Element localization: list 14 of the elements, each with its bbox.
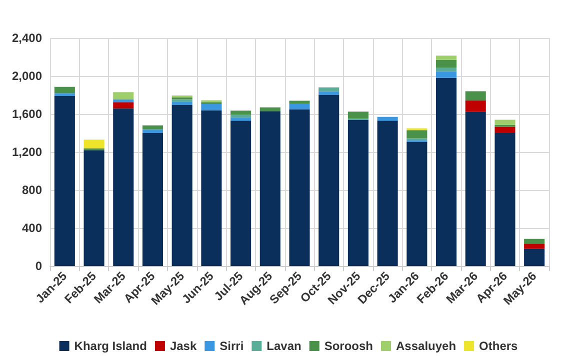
y-tick-label: 1,200 [12, 145, 42, 159]
legend-label: Soroosh [324, 339, 374, 353]
y-tick-label: 800 [22, 183, 42, 197]
y-tick-label: 1,600 [12, 107, 42, 121]
legend-label: Assaluyeh [396, 339, 456, 353]
legend-label: Sirri [220, 339, 244, 353]
y-tick-label: 400 [22, 221, 42, 235]
legend-label: Lavan [266, 339, 302, 353]
y-tick-label: 2,400 [12, 31, 42, 45]
y-tick-label: 0 [35, 259, 42, 273]
legend-label: Kharg Island [74, 339, 147, 353]
legend-label: Others [479, 339, 518, 353]
y-tick-label: 2,000 [12, 69, 42, 83]
legend-label: Jask [170, 339, 197, 353]
